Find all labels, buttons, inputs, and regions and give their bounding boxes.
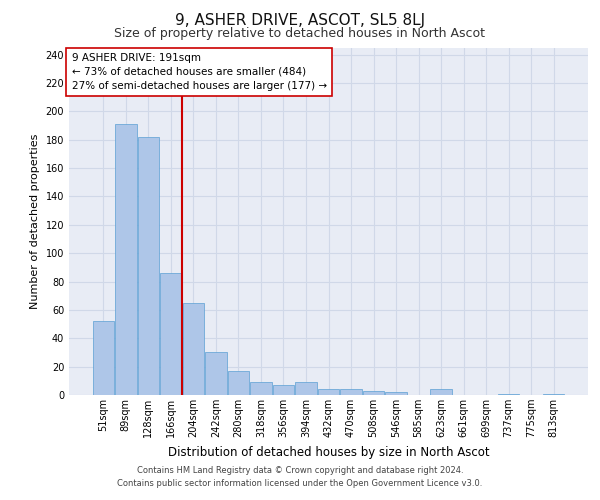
Bar: [92, 321, 114, 395]
Text: 9 ASHER DRIVE: 191sqm
← 73% of detached houses are smaller (484)
27% of semi-det: 9 ASHER DRIVE: 191sqm ← 73% of detached …: [71, 52, 327, 90]
Bar: [137, 137, 159, 395]
Bar: [340, 390, 362, 395]
Bar: [273, 385, 294, 395]
Text: 9, ASHER DRIVE, ASCOT, SL5 8LJ: 9, ASHER DRIVE, ASCOT, SL5 8LJ: [175, 12, 425, 28]
Bar: [115, 124, 137, 395]
Bar: [250, 382, 272, 395]
Bar: [295, 382, 317, 395]
Bar: [363, 390, 384, 395]
Bar: [318, 390, 339, 395]
Bar: [498, 394, 520, 395]
Text: Size of property relative to detached houses in North Ascot: Size of property relative to detached ho…: [115, 28, 485, 40]
X-axis label: Distribution of detached houses by size in North Ascot: Distribution of detached houses by size …: [167, 446, 490, 458]
Bar: [228, 371, 249, 395]
Bar: [160, 273, 182, 395]
Bar: [385, 392, 407, 395]
Bar: [430, 390, 452, 395]
Bar: [205, 352, 227, 395]
Bar: [182, 303, 204, 395]
Bar: [543, 394, 565, 395]
Y-axis label: Number of detached properties: Number of detached properties: [30, 134, 40, 309]
Text: Contains HM Land Registry data © Crown copyright and database right 2024.
Contai: Contains HM Land Registry data © Crown c…: [118, 466, 482, 487]
